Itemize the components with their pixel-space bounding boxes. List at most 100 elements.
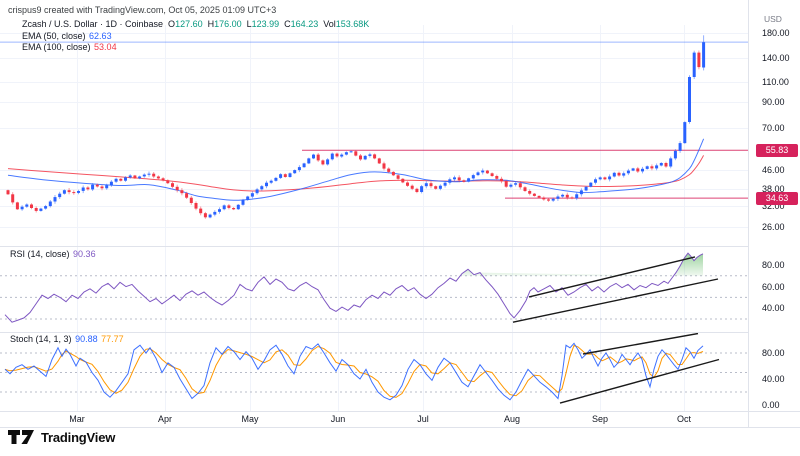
candle-body [655, 165, 659, 169]
time-axis-top-border [0, 411, 800, 412]
candle-body [387, 168, 391, 172]
month-axis-label: Apr [157, 414, 173, 424]
candle-body [53, 197, 57, 202]
rsi-axis-label: 80.00 [762, 260, 785, 270]
candle-body [30, 204, 33, 208]
candle-body [363, 155, 367, 160]
stoch-axis-label: 80.00 [762, 348, 785, 358]
rsi-axis-label: 40.00 [762, 303, 785, 314]
main-price-pane [0, 35, 748, 219]
candle-body [396, 175, 400, 179]
ohlc-item: H176.00 [207, 19, 242, 29]
candle-body [485, 170, 489, 174]
candle-body [241, 200, 245, 205]
stoch-k-line [4, 342, 704, 401]
rsi-pane [4, 252, 719, 323]
candle-body [457, 177, 461, 181]
candle-body [688, 77, 691, 122]
candle-body [368, 154, 372, 156]
ohlc-item: O127.60 [168, 19, 203, 29]
candle-body [213, 211, 217, 215]
rsi-trendline [528, 256, 696, 298]
candle-body [598, 177, 602, 180]
candle-body [443, 182, 447, 186]
candle-body [203, 213, 207, 218]
candle-body [594, 179, 597, 183]
candle-body [514, 183, 518, 185]
candle-body [72, 192, 76, 194]
candle-body [410, 185, 414, 189]
symbol-title: Zcash / U.S. Dollar · 1D · Coinbase [22, 19, 164, 29]
stoch-d-value: 77.77 [101, 334, 124, 344]
candle-body [523, 187, 527, 191]
candle-body [283, 174, 287, 177]
candle-body [401, 178, 405, 183]
ohlc-item: Vol153.68K [323, 19, 370, 29]
candle-body [67, 190, 71, 193]
candle-body [147, 173, 151, 175]
candle-body [199, 208, 203, 214]
candle-body [683, 122, 687, 144]
stoch-axis-label: 40.00 [762, 374, 785, 384]
candle-body [44, 206, 48, 209]
price-axis-label: 32.00 [762, 201, 785, 212]
month-axis-label: Sep [591, 414, 609, 424]
candle-body [373, 154, 377, 159]
candle-body [156, 176, 160, 179]
candle-body [15, 202, 19, 210]
month-axis-label: Jun [330, 414, 346, 424]
candle-body [20, 206, 24, 210]
stoch-legend: Stoch (14, 1, 3) 90.88 77.77 [10, 334, 124, 344]
stoch-trendline [582, 333, 699, 355]
candle-body [138, 176, 142, 179]
candle-body [293, 170, 297, 174]
candle-body [344, 152, 348, 155]
candle-body [584, 186, 588, 191]
candle-body [194, 203, 198, 209]
candle-body [608, 176, 612, 180]
candle-body [246, 196, 250, 200]
candle-body [48, 201, 52, 207]
candle-body [100, 186, 104, 189]
symbol-legend: Zcash / U.S. Dollar · 1D · Coinbase O127.… [22, 19, 374, 54]
candle-body [518, 183, 522, 188]
candle-body [631, 168, 635, 171]
candle-body [105, 185, 109, 189]
candle-body [109, 181, 113, 186]
ema50-legend-row: EMA (50, close) 62.63 [22, 31, 374, 42]
candle-body [650, 166, 654, 169]
candle-body [11, 194, 15, 203]
candle-body [171, 183, 174, 187]
candle-body [265, 182, 268, 187]
candle-body [91, 184, 95, 190]
stoch-d-line [4, 344, 704, 398]
candle-body [551, 198, 555, 201]
tradingview-logo[interactable]: TradingView [8, 430, 115, 445]
candle-body [406, 182, 409, 186]
candle-body [34, 208, 38, 211]
candle-body [86, 187, 90, 190]
time-axis-bottom-border [0, 427, 800, 428]
candle-body [312, 154, 315, 159]
candle-body [250, 193, 254, 197]
candle-body [692, 52, 696, 77]
candle-body [152, 173, 156, 177]
price-axis-label: 140.00 [762, 53, 790, 64]
ohlc-item: C164.23 [284, 19, 319, 29]
candle-body [326, 159, 330, 165]
candle-body [622, 173, 626, 176]
watermark-attribution: crispus9 created with TradingView.com, O… [8, 5, 277, 15]
candle-body [645, 166, 649, 169]
candle-body [561, 194, 565, 197]
candle-body [218, 209, 221, 212]
candle-body [269, 180, 273, 183]
candle-body [697, 52, 701, 68]
candle-body [166, 180, 170, 184]
candle-body [471, 175, 475, 179]
candle-body [25, 204, 29, 207]
candle-body [429, 183, 433, 187]
candle-body [481, 170, 485, 173]
axis-unit-label: USD [764, 14, 782, 24]
candle-body [565, 194, 569, 198]
